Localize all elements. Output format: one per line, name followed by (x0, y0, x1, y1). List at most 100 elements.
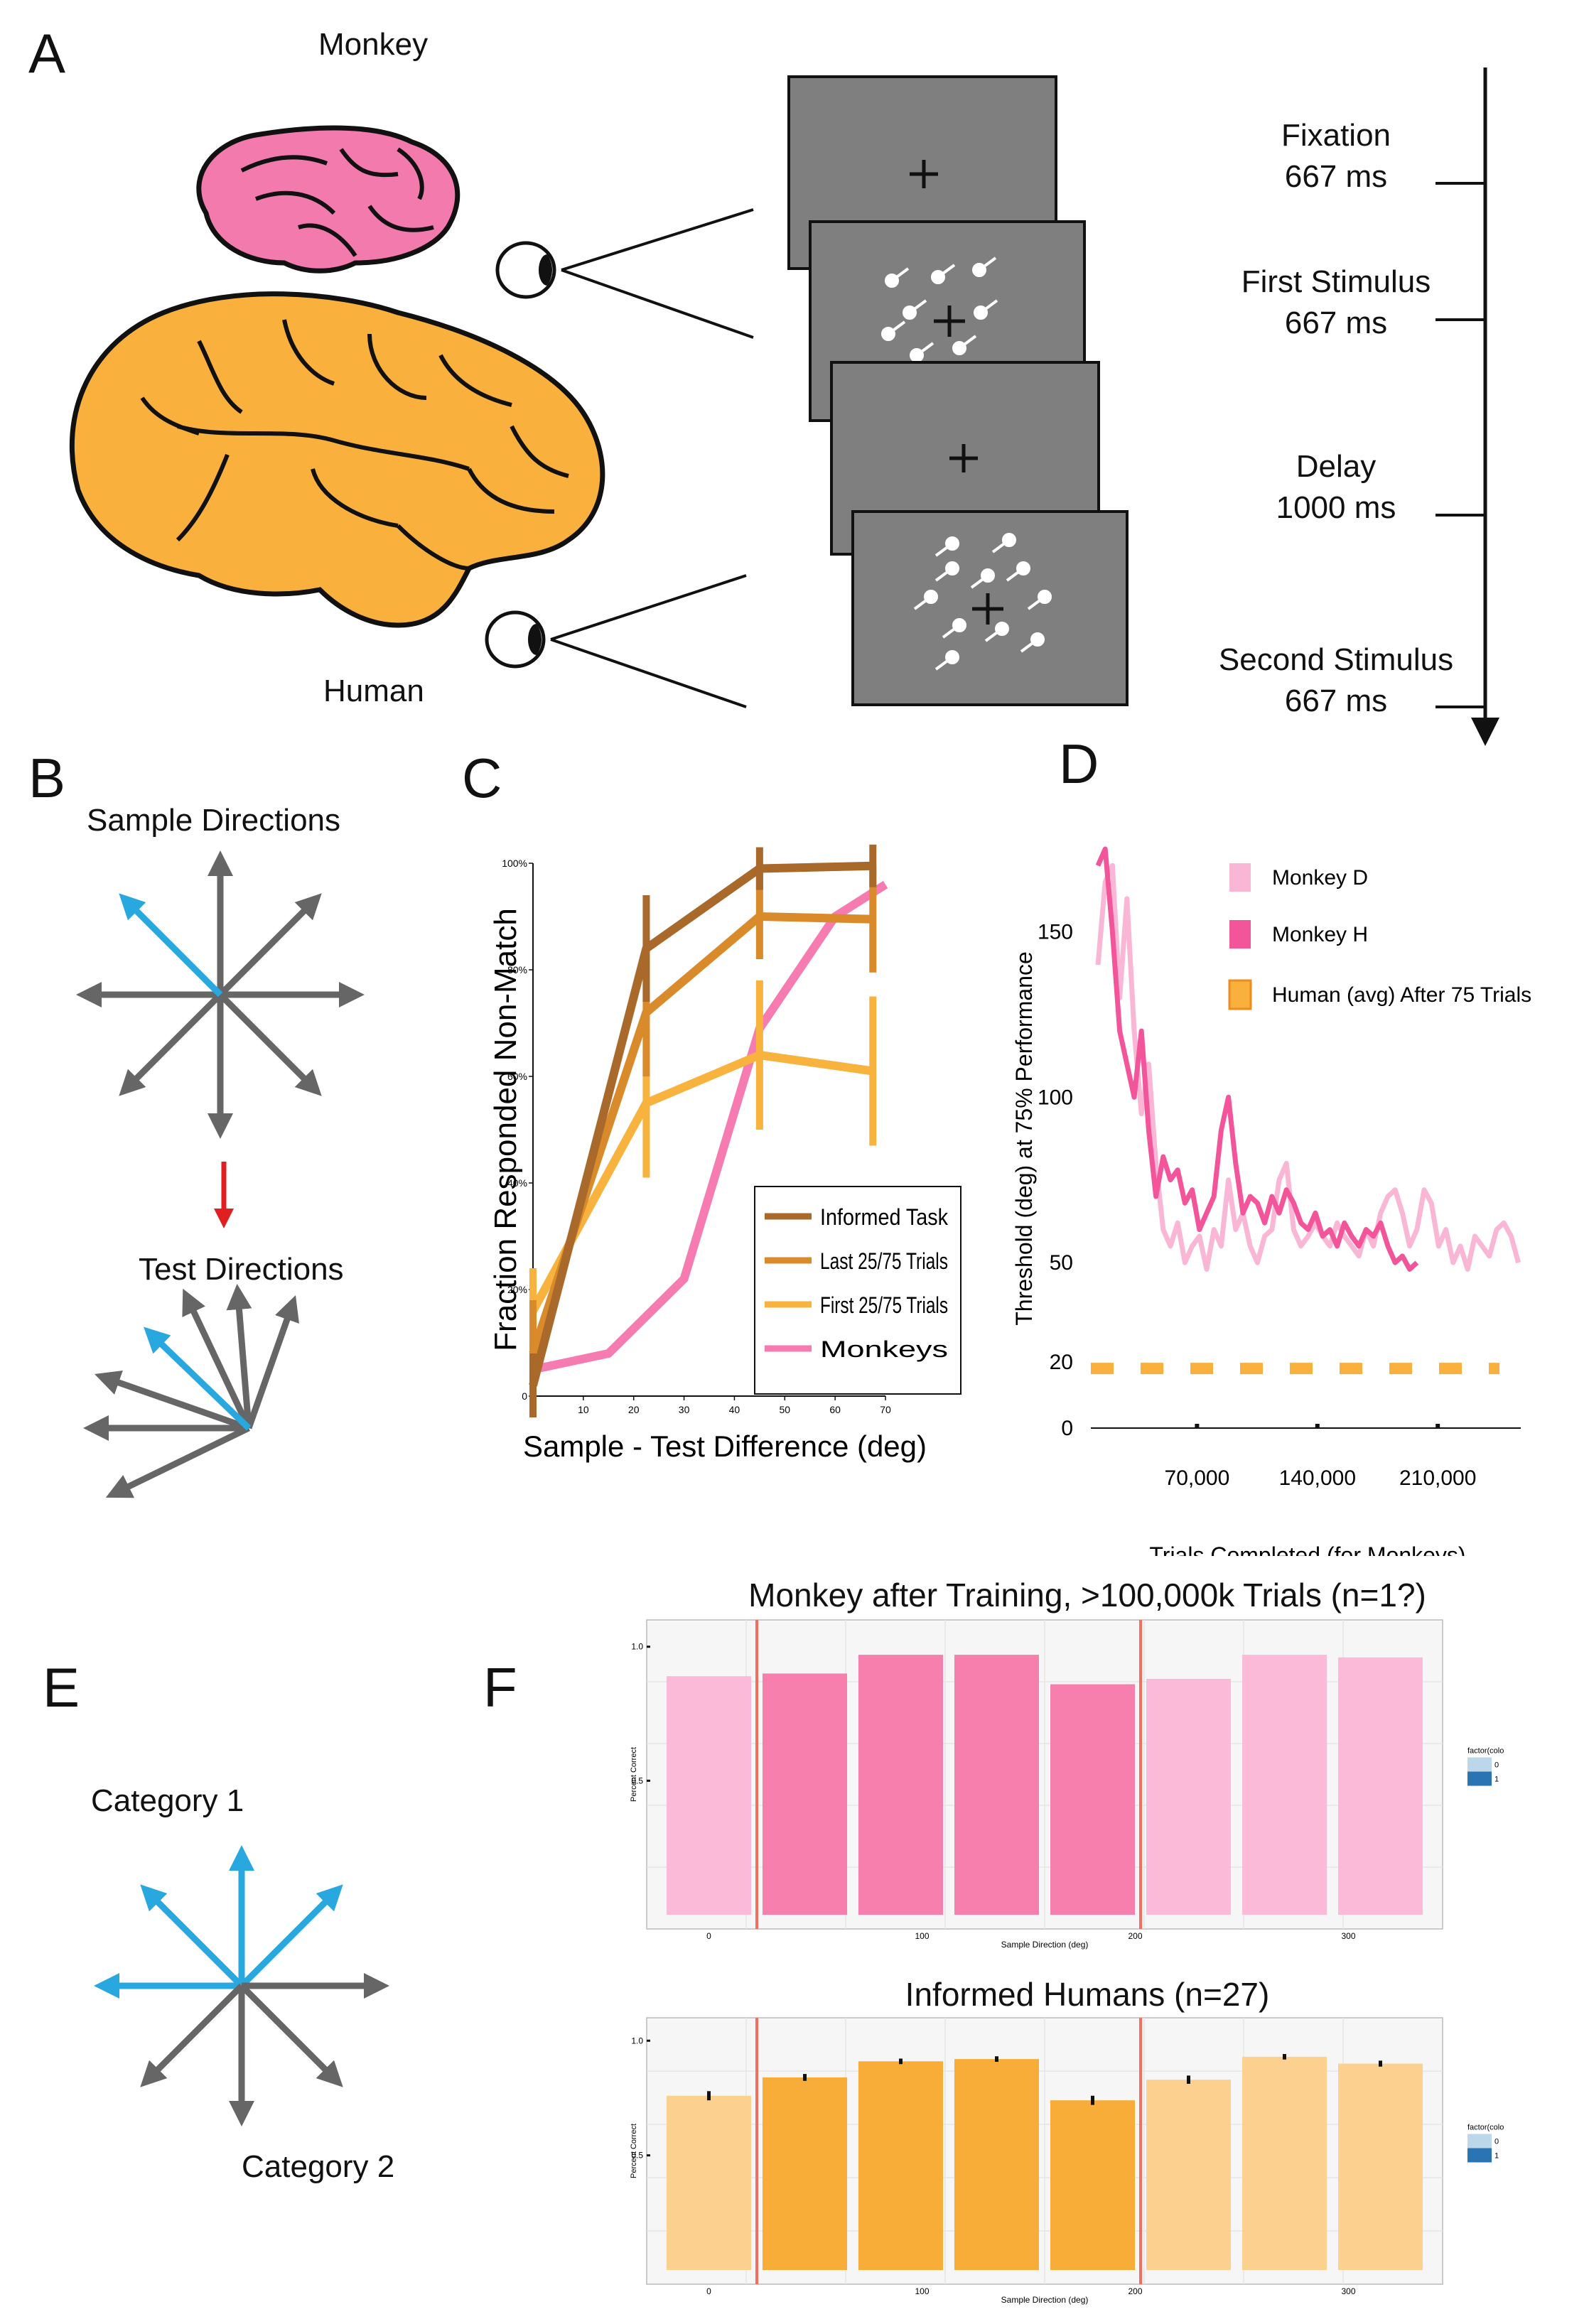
f-bar (954, 1655, 1039, 1915)
f-x-tick-label: 300 (1341, 1931, 1355, 1941)
d-x-axis-label: Trials Completed (for Monkeys) (1149, 1542, 1465, 1556)
panel-label-f: F (483, 1656, 517, 1719)
f-legend-label: 0 (1494, 1761, 1499, 1770)
d-y-tick-label: 20 (1050, 1351, 1073, 1374)
c-x-tick-label: 40 (729, 1404, 740, 1415)
c-legend-label: First 25/75 Trials (820, 1292, 948, 1318)
f-bar (1338, 2063, 1423, 2270)
category-2-label: Category 2 (242, 2149, 395, 2184)
d-legend-swatch (1228, 979, 1252, 1010)
f-x-tick-label: 100 (915, 1931, 929, 1941)
c-x-tick-label: 50 (779, 1404, 790, 1415)
f-legend-label: 1 (1494, 2152, 1499, 2161)
f-bar (1242, 2056, 1327, 2270)
d-legend-swatch (1229, 863, 1251, 892)
timeline-delay: Delay 1000 ms (1276, 449, 1396, 525)
c-legend-label: Monkeys (820, 1336, 948, 1362)
c-series (529, 844, 888, 1417)
c-series-line-0 (529, 861, 873, 1387)
f-bar (858, 2061, 943, 2270)
c-y-tick-label: 60% (507, 1071, 527, 1082)
c-y-tick-label: 80% (507, 964, 527, 975)
sample-directions-title: Sample Directions (87, 803, 341, 838)
timeline-first-stimulus: First Stimulus 667 ms (1241, 264, 1431, 340)
f-x-tick-label: 0 (706, 1931, 711, 1941)
category-2-arrows (140, 1973, 389, 2126)
f-legend-label: 1 (1494, 1776, 1499, 1784)
monkey-brain (196, 125, 460, 274)
test-direction-arrows (83, 1284, 299, 1498)
d-legend-label: Monkey D (1272, 866, 1368, 890)
f-legend-swatch-0 (1467, 1757, 1492, 1772)
panel-label-c: C (462, 747, 502, 809)
d-lines (1091, 846, 1521, 1375)
f-bar (667, 1676, 751, 1915)
human-brain (69, 291, 605, 628)
panel-a-illustration (69, 67, 1499, 746)
panel-label-d: D (1059, 733, 1099, 795)
f-bar (763, 1673, 847, 1915)
c-y-tick-label: 20% (507, 1284, 527, 1295)
category-1-label: Category 1 (91, 1783, 244, 1818)
f-bar (667, 2095, 751, 2270)
f-y-axis-label: Percent Correct (630, 1747, 638, 1802)
f-x-axis-label: Sample Direction (deg) (1001, 1940, 1089, 1950)
f-bar (1146, 1679, 1231, 1915)
c-y-tick-label: 0 (522, 1390, 527, 1402)
d-axes: 0 20 50 100 150 70,000 140,000 210,000 Trials Co… (1011, 920, 1521, 1556)
f-bottom-plot: 0.5 1.0 0 100 200 300 Sample Direction (deg) Pe… (630, 2017, 1504, 2305)
c-legend-box (754, 1186, 962, 1395)
f-y-tick-label: 0.5 (631, 1776, 643, 1785)
d-monkey-h-line (1095, 846, 1419, 1272)
f-legend-swatch-1 (1467, 1771, 1492, 1786)
f-legend-swatch-0 (1467, 2134, 1492, 2149)
f-bar (1338, 1657, 1423, 1915)
human-eye (485, 574, 747, 708)
human-label: Human (323, 674, 424, 708)
f-legend-title: factor(colo (1467, 2124, 1504, 2132)
timeline-fixation: Fixation 667 ms (1281, 118, 1391, 194)
d-x-tick-label: 70,000 (1165, 1466, 1230, 1490)
c-series-line-3 (532, 880, 888, 1374)
f-bar (763, 2077, 847, 2270)
f-legend-label: 0 (1494, 2138, 1499, 2146)
f-x-tick-label: 0 (706, 2286, 711, 2296)
c-y-tick-label: 40% (507, 1177, 527, 1189)
d-legend-label: Monkey H (1272, 923, 1368, 946)
panel-label-e: E (43, 1656, 80, 1719)
d-legend: Monkey D Monkey H Human (avg) After 75 Tri… (1228, 863, 1531, 1010)
panel-d-chart: 0 20 50 100 150 70,000 140,000 210,000 Trials Co… (1011, 846, 1531, 1556)
c-x-tick-label: 30 (679, 1404, 690, 1415)
d-legend-swatch (1229, 920, 1251, 948)
c-x-tick-label: 70 (880, 1404, 891, 1415)
sample-direction-arrows (76, 850, 365, 1139)
f-top-chart: 0.5 1.0 0 100 200 300 Sample Direction (deg) Pe… (630, 1619, 1504, 1950)
c-x-tick-label: 20 (628, 1404, 640, 1415)
d-legend-label: Human (avg) After 75 Trials (1272, 983, 1531, 1007)
f-bar (954, 2059, 1039, 2270)
d-y-tick-label: 0 (1061, 1417, 1073, 1440)
panel-e-arrows (94, 1845, 389, 2126)
f-legend-swatch-1 (1467, 2148, 1492, 2163)
f-bar (1146, 2080, 1231, 2270)
f-y-axis-label: Percent Correct (630, 2124, 638, 2178)
c-legend-label: Informed Task (820, 1204, 949, 1230)
f-bar (858, 1655, 943, 1915)
panel-b-arrows (76, 850, 365, 1498)
c-series-line-2 (529, 1051, 874, 1313)
f-x-tick-label: 200 (1128, 1931, 1142, 1941)
d-y-tick-label: 50 (1050, 1251, 1073, 1275)
f-bar (1242, 1655, 1327, 1915)
c-y-tick-label: 100% (502, 858, 527, 869)
d-monkey-d-line (1095, 863, 1521, 1272)
test-directions-title: Test Directions (139, 1252, 344, 1287)
panel-label-b: B (28, 747, 66, 809)
f-x-tick-label: 300 (1341, 2286, 1355, 2296)
d-y-axis-label: Threshold (deg) at 75% Performance (1011, 951, 1037, 1325)
c-x-axis-label: Sample - Test Difference (deg) (523, 1429, 927, 1463)
d-y-tick-label: 100 (1038, 1086, 1073, 1109)
f-legend-title: factor(colo (1467, 1747, 1504, 1756)
stimulus-screens (787, 75, 1129, 706)
f-top-plot: 0.5 1.0 0 100 200 300 Sample Direction (deg) Pe… (630, 1619, 1504, 1950)
f-x-tick-label: 100 (915, 2286, 929, 2296)
